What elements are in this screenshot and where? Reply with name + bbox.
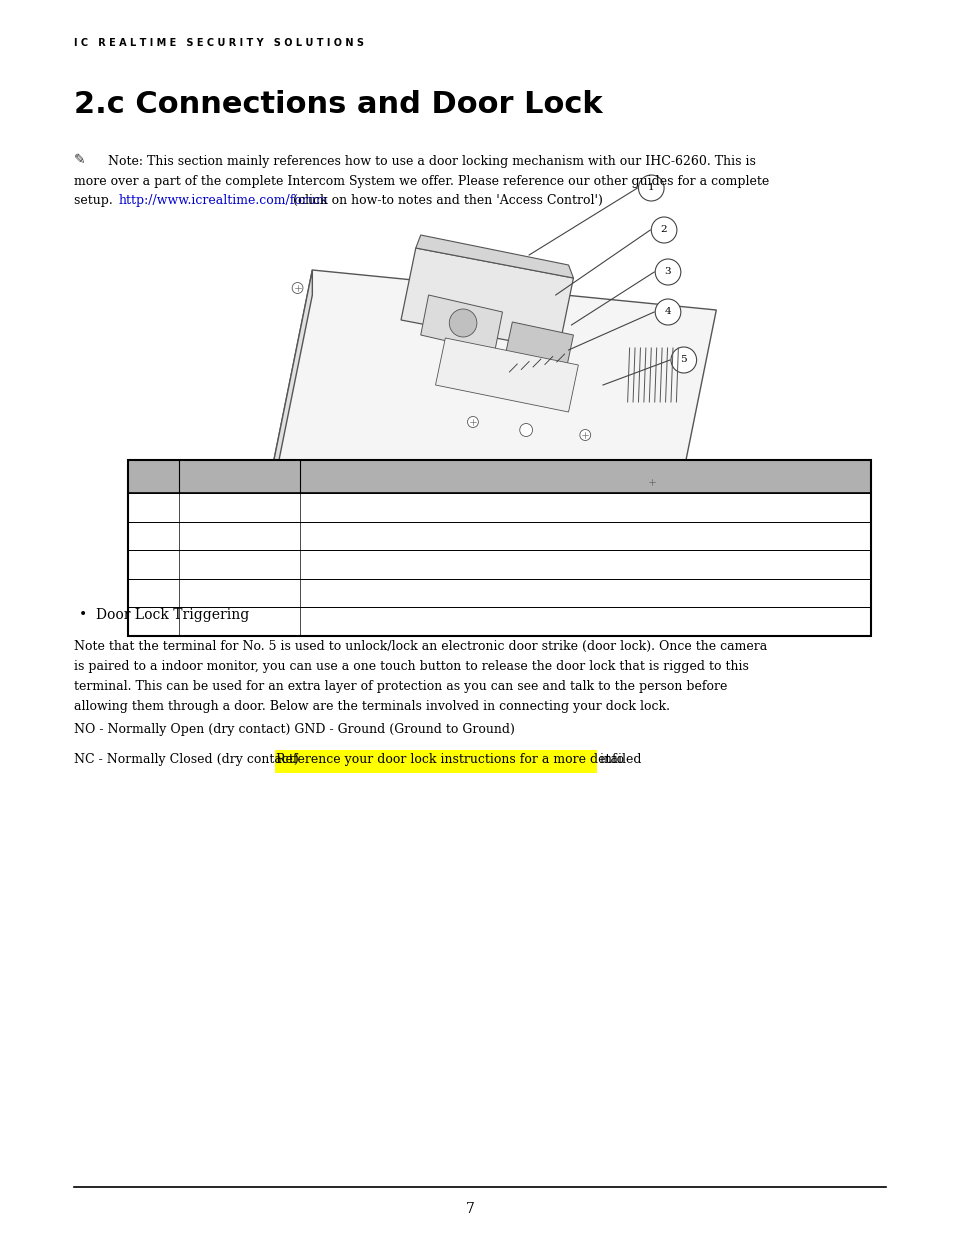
Polygon shape [400,248,573,350]
Text: terminal. This can be used for an extra layer of protection as you can see and t: terminal. This can be used for an extra … [73,680,726,693]
Text: allowing them through a door. Below are the terminals involved in connecting you: allowing them through a door. Below are … [73,700,669,713]
Bar [128,578,870,606]
Text: 1: 1 [647,184,654,193]
Bar [128,459,870,493]
Text: 5: 5 [679,356,686,364]
Text: (click on how-to notes and then 'Access Control'): (click on how-to notes and then 'Access … [293,194,602,207]
Text: Reference your door lock instructions for a more detailed: Reference your door lock instructions fo… [275,753,641,766]
Bar [128,606,870,636]
Text: http://www.icrealtime.com/forum: http://www.icrealtime.com/forum [119,194,328,207]
Text: 7: 7 [465,1202,474,1216]
Bar [274,750,597,773]
Circle shape [579,430,590,441]
Polygon shape [273,270,716,505]
Bar [128,459,870,636]
Polygon shape [502,322,573,382]
Circle shape [519,424,532,436]
Text: I C   R E A L T I M E   S E C U R I T Y   S O L U T I O N S: I C R E A L T I M E S E C U R I T Y S O … [73,38,363,48]
Text: is paired to a indoor monitor, you can use a one touch button to release the doo: is paired to a indoor monitor, you can u… [73,659,748,673]
Text: 3: 3 [664,268,671,277]
Text: Note: This section mainly references how to use a door locking mechanism with ou: Note: This section mainly references how… [95,156,755,168]
Circle shape [670,347,696,373]
Circle shape [651,217,677,243]
Text: Note that the terminal for No. 5 is used to unlock/lock an electronic door strik: Note that the terminal for No. 5 is used… [73,640,766,653]
Polygon shape [273,466,677,530]
Text: info: info [596,753,623,766]
Text: 2: 2 [660,226,667,235]
Bar [128,521,870,550]
Polygon shape [273,270,312,490]
Circle shape [646,477,657,488]
Text: setup.: setup. [73,194,120,207]
Circle shape [655,259,680,285]
Text: 4: 4 [664,308,671,316]
Circle shape [638,175,663,201]
Circle shape [449,309,476,337]
Circle shape [467,416,477,427]
Polygon shape [416,235,573,278]
Polygon shape [420,295,502,352]
Text: more over a part of the complete Intercom System we offer. Please reference our : more over a part of the complete Interco… [73,174,768,188]
Text: •  Door Lock Triggering: • Door Lock Triggering [79,608,249,622]
Text: ✎: ✎ [73,153,86,167]
Circle shape [655,299,680,325]
Bar [128,493,870,521]
Circle shape [292,283,303,294]
Text: 2.c Connections and Door Lock: 2.c Connections and Door Lock [73,90,602,119]
Bar [128,550,870,578]
Text: NO - Normally Open (dry contact) GND - Ground (Ground to Ground): NO - Normally Open (dry contact) GND - G… [73,722,515,736]
Text: NC - Normally Closed (dry contact): NC - Normally Closed (dry contact) [73,753,306,766]
Polygon shape [436,338,578,412]
